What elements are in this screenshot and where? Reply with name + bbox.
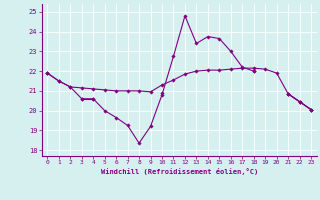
X-axis label: Windchill (Refroidissement éolien,°C): Windchill (Refroidissement éolien,°C): [100, 168, 258, 175]
